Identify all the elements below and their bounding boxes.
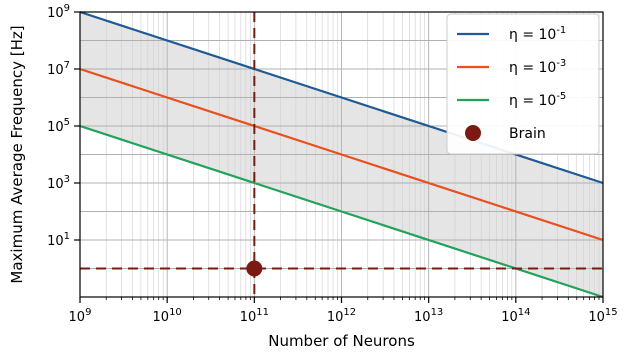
legend-box [446, 13, 600, 155]
x-tick-label: 1013 [414, 307, 443, 325]
axes-layer: 109 1010 1011 1012 1013 1014 1015 101 103 105 107 1… [47, 3, 618, 325]
x-tick-label: 1015 [588, 307, 617, 325]
y-tick-label: 109 [47, 3, 70, 21]
y-tick-label: 107 [47, 60, 70, 78]
legend-label: η = 10-5 [509, 91, 566, 109]
x-tick-label: 1010 [153, 307, 182, 325]
legend-label: η = 10-1 [509, 25, 566, 43]
reference-lines-layer [80, 12, 603, 297]
x-tick-label: 1012 [327, 307, 356, 325]
series-line-2 [79, 67, 604, 242]
legend-label: Brain [509, 126, 546, 142]
legend-label: η = 10-3 [509, 58, 566, 76]
x-tick-label: 109 [69, 307, 92, 325]
y-tick-label: 101 [47, 231, 70, 249]
marker-layer [246, 260, 263, 277]
legend: η = 10-1 η = 10-3 η = 10-5 Brain [446, 13, 600, 155]
brain-marker [246, 260, 263, 277]
y-axis-title: Maximum Average Frequency [Hz] [8, 25, 26, 283]
y-tick-label: 103 [47, 174, 70, 192]
legend-brain-marker [465, 125, 481, 141]
y-tick-label: 105 [47, 117, 70, 135]
x-tick-label: 1014 [501, 307, 530, 325]
x-tick-label: 1011 [240, 307, 269, 325]
x-axis-title: Number of Neurons [268, 332, 415, 350]
